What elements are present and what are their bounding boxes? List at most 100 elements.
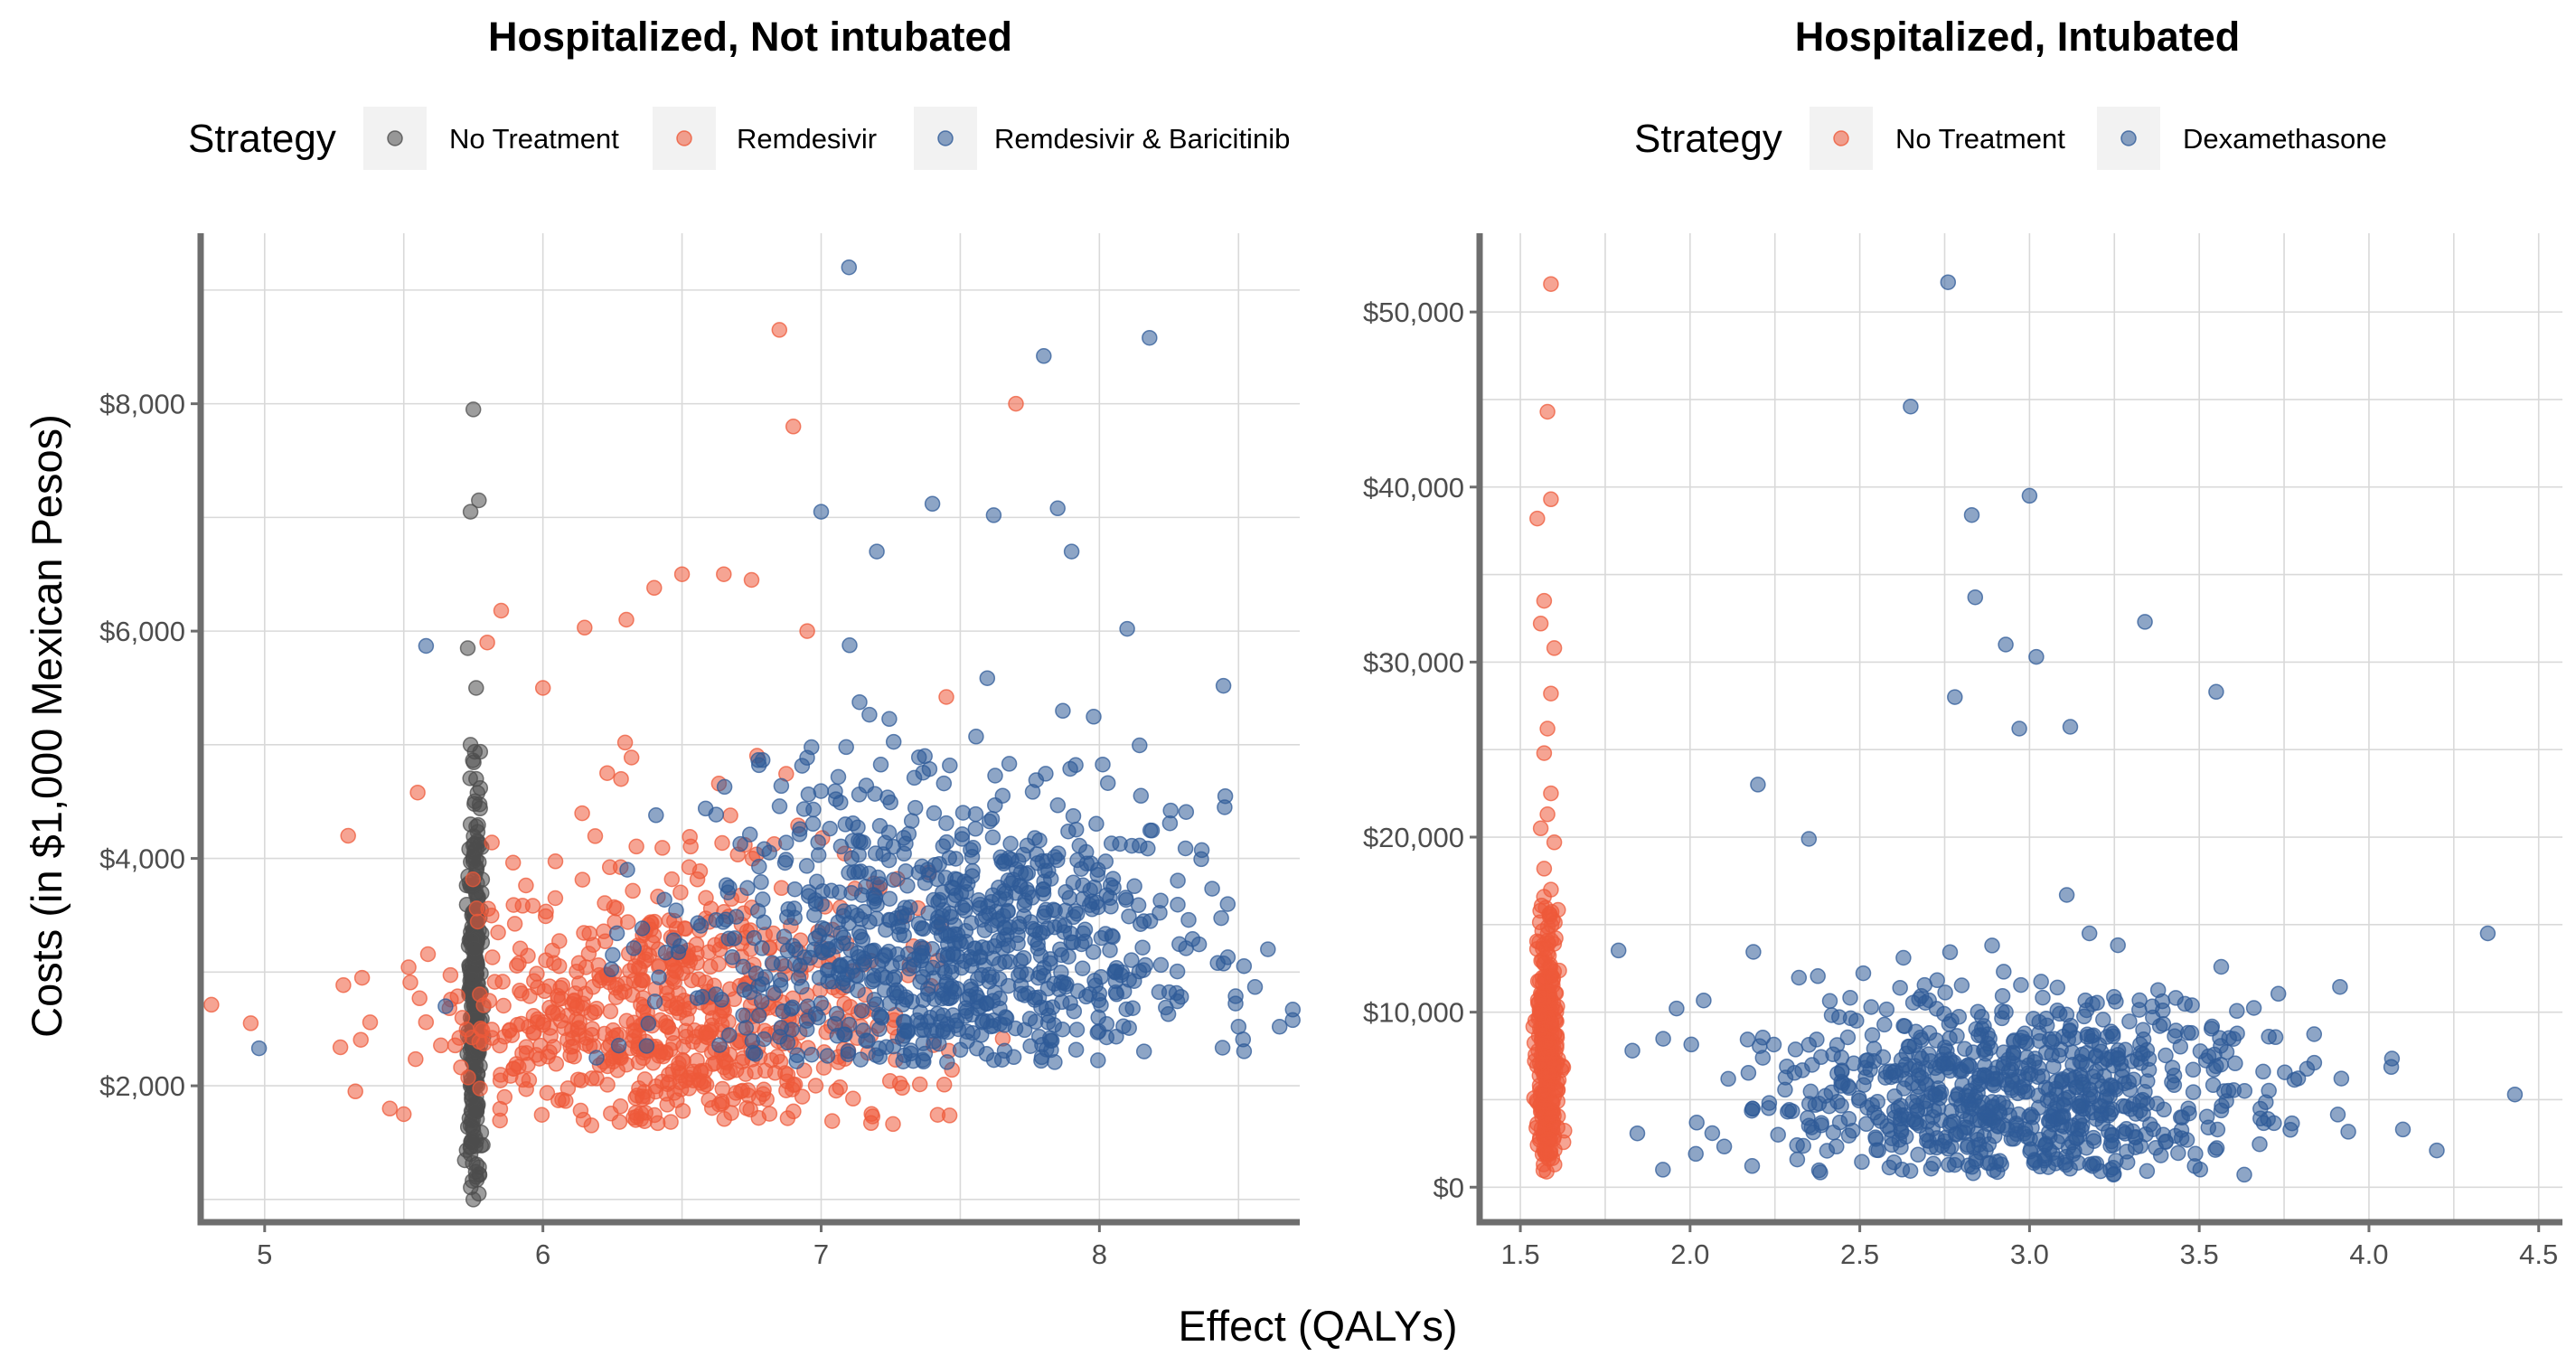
- point-no-treatment: [1543, 785, 1559, 802]
- point-dexamethasone: [1996, 964, 2012, 980]
- point-remdesivir-baricitinib: [1107, 965, 1123, 981]
- point-remdesivir: [335, 976, 352, 993]
- point-remdesivir-baricitinib: [1067, 1041, 1085, 1058]
- point-dexamethasone: [1787, 1041, 1804, 1058]
- point-remdesivir-baricitinib: [823, 882, 840, 899]
- point-remdesivir-baricitinib: [869, 896, 885, 913]
- point-dexamethasone: [1833, 1078, 1849, 1094]
- point-remdesivir-baricitinib: [889, 918, 907, 935]
- point-dexamethasone: [2011, 720, 2027, 737]
- point-remdesivir: [828, 1082, 844, 1099]
- point-remdesivir-baricitinib: [997, 954, 1013, 970]
- point-remdesivir: [623, 749, 640, 766]
- left-legend-key-no-treatment: [387, 130, 403, 146]
- point-remdesivir-baricitinib: [1161, 815, 1179, 832]
- point-remdesivir-baricitinib: [741, 826, 758, 843]
- point-dexamethasone: [2072, 1097, 2088, 1115]
- point-remdesivir: [649, 1115, 666, 1132]
- point-remdesivir-baricitinib: [1108, 1028, 1124, 1045]
- point-remdesivir: [646, 579, 663, 597]
- point-remdesivir: [574, 871, 591, 888]
- right-legend: Strategy No Treatment Dexamethasone: [1634, 107, 2387, 170]
- point-dexamethasone: [2006, 1032, 2023, 1049]
- point-no-treatment: [458, 1142, 475, 1159]
- point-remdesivir-baricitinib: [694, 988, 710, 1005]
- point-remdesivir-baricitinib: [1073, 936, 1090, 953]
- point-dexamethasone: [2063, 1017, 2079, 1034]
- point-remdesivir: [716, 1111, 733, 1127]
- point-remdesivir-baricitinib: [1086, 879, 1103, 896]
- point-remdesivir: [568, 1000, 585, 1016]
- point-remdesivir-baricitinib: [906, 769, 923, 786]
- point-remdesivir: [678, 1072, 694, 1088]
- left-legend-label-no-treatment: No Treatment: [449, 123, 619, 155]
- point-remdesivir: [691, 863, 709, 880]
- x-tick-label: 4.0: [2349, 1238, 2388, 1270]
- point-remdesivir-baricitinib: [957, 1008, 973, 1024]
- point-dexamethasone: [2132, 1093, 2148, 1109]
- point-dexamethasone: [1795, 1137, 1811, 1154]
- point-remdesivir-baricitinib: [638, 1038, 655, 1054]
- point-remdesivir: [669, 1092, 685, 1108]
- point-dexamethasone: [2026, 1152, 2043, 1168]
- point-remdesivir: [597, 895, 613, 911]
- right-legend-label-no-treatment: No Treatment: [1895, 123, 2065, 155]
- point-remdesivir-baricitinib: [1062, 925, 1079, 942]
- y-tick-label: $8,000: [99, 389, 185, 420]
- point-dexamethasone: [1968, 1154, 1984, 1170]
- point-dexamethasone: [2033, 974, 2049, 990]
- point-remdesivir: [494, 974, 511, 990]
- point-dexamethasone: [2108, 993, 2124, 1010]
- point-remdesivir: [587, 828, 604, 844]
- point-remdesivir-baricitinib: [754, 976, 771, 993]
- point-remdesivir: [493, 602, 510, 619]
- point-remdesivir-baricitinib: [899, 946, 917, 962]
- point-remdesivir-baricitinib: [1037, 862, 1053, 879]
- point-remdesivir-baricitinib: [1133, 787, 1150, 805]
- point-no-treatment: [1540, 1131, 1556, 1147]
- point-dexamethasone: [1720, 1070, 1736, 1088]
- point-dexamethasone: [1829, 1037, 1846, 1053]
- point-remdesivir-baricitinib: [964, 868, 981, 884]
- point-remdesivir-baricitinib: [692, 918, 710, 934]
- point-remdesivir-baricitinib: [853, 1002, 870, 1019]
- point-no-treatment: [1543, 967, 1560, 984]
- point-remdesivir-baricitinib: [786, 900, 803, 917]
- point-remdesivir: [938, 689, 954, 705]
- point-remdesivir-baricitinib: [795, 801, 813, 817]
- point-remdesivir-baricitinib: [935, 1023, 952, 1040]
- point-dexamethasone: [2073, 1073, 2090, 1090]
- point-dexamethasone: [2137, 614, 2153, 630]
- point-dexamethasone: [2156, 1101, 2172, 1118]
- point-remdesivir-baricitinib: [605, 946, 621, 964]
- point-remdesivir-baricitinib: [736, 982, 753, 998]
- point-remdesivir: [597, 933, 614, 950]
- point-dexamethasone: [1812, 1164, 1829, 1181]
- point-remdesivir-baricitinib: [1021, 1011, 1039, 1027]
- point-remdesivir-baricitinib: [1031, 965, 1048, 981]
- y-tick-label: $50,000: [1363, 297, 1464, 328]
- point-remdesivir: [676, 920, 693, 937]
- point-no-treatment: [459, 640, 476, 656]
- point-remdesivir-baricitinib: [895, 1053, 911, 1069]
- point-remdesivir-baricitinib: [1068, 1022, 1086, 1038]
- point-dexamethasone: [2073, 1046, 2091, 1063]
- point-dexamethasone: [2023, 1066, 2039, 1083]
- point-dexamethasone: [1941, 944, 1959, 961]
- point-remdesivir-baricitinib: [962, 988, 978, 1004]
- point-remdesivir: [484, 907, 500, 924]
- point-no-treatment: [1547, 1083, 1564, 1099]
- point-no-treatment: [472, 780, 489, 796]
- point-remdesivir-baricitinib: [841, 637, 858, 654]
- right-legend-label-dexamethasone: Dexamethasone: [2183, 123, 2387, 155]
- point-dexamethasone: [2135, 1022, 2151, 1038]
- point-dexamethasone: [2139, 1163, 2156, 1180]
- point-remdesivir-baricitinib: [939, 1054, 955, 1070]
- point-remdesivir-baricitinib: [755, 891, 771, 908]
- point-dexamethasone: [2340, 1124, 2356, 1140]
- left-legend: Strategy No Treatment Remdesivir Remdesi…: [188, 107, 1290, 170]
- point-remdesivir-baricitinib: [778, 834, 794, 851]
- point-dexamethasone: [2205, 1061, 2222, 1078]
- point-remdesivir-baricitinib: [804, 739, 820, 756]
- point-dexamethasone: [2506, 1086, 2524, 1103]
